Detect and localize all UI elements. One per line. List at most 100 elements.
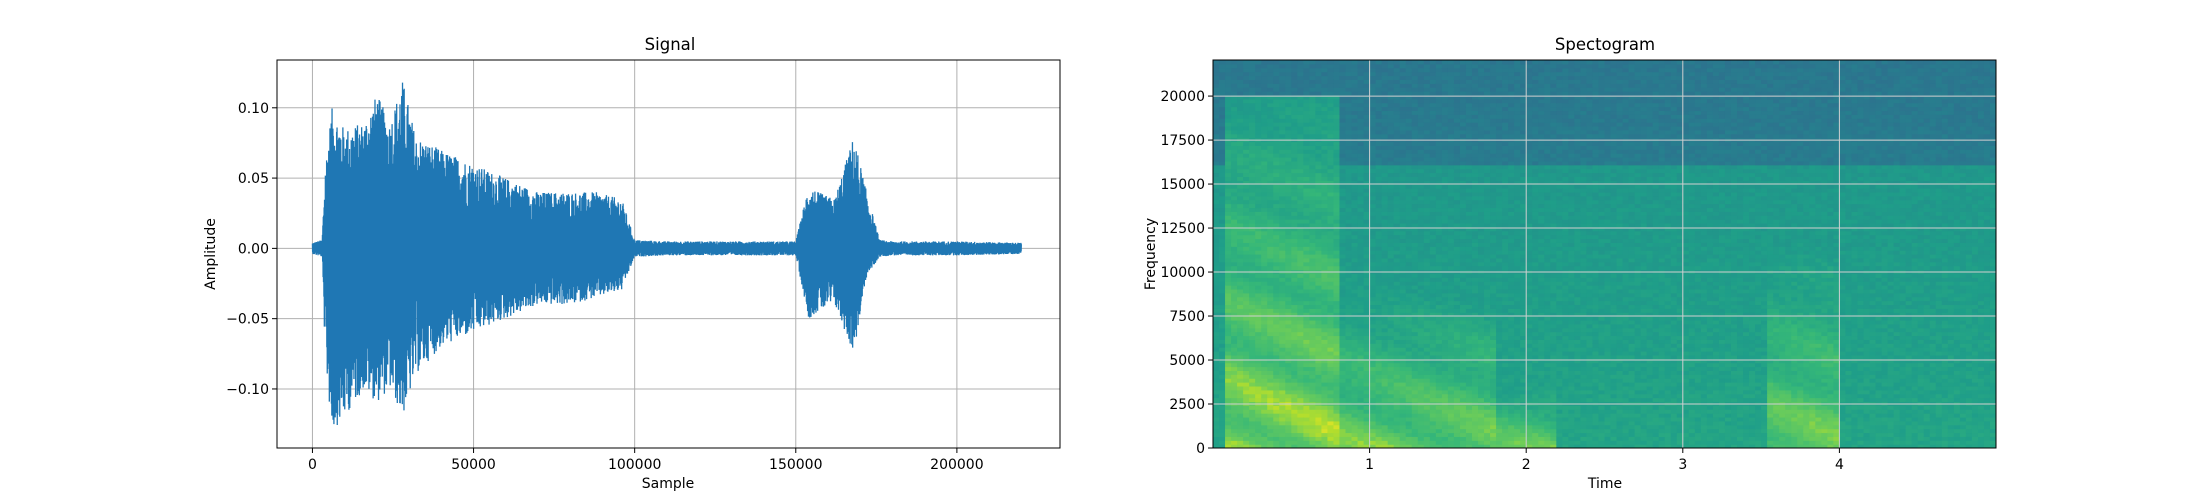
spectrogram-cell — [1484, 316, 1491, 321]
spectrogram-cell — [1399, 428, 1407, 434]
spectrogram-cell — [1496, 370, 1503, 375]
spectrogram-cell — [1411, 75, 1419, 80]
spectrogram-cell — [1249, 114, 1256, 119]
spectrogram-cell — [1315, 370, 1323, 375]
spectrogram-cell — [1303, 277, 1310, 282]
spectrogram-cell — [1297, 172, 1304, 177]
spectrogram-cell — [1429, 351, 1437, 356]
spectrogram-cell — [1219, 114, 1226, 119]
spectrogram-cell — [1375, 157, 1383, 162]
spectrogram-cell — [1291, 246, 1298, 251]
spectrogram-cell — [1459, 238, 1467, 243]
spectrogram-cell — [1291, 230, 1298, 236]
spectrogram-cell — [1315, 273, 1323, 278]
signal-y-axis: 0.100.050.00−0.05−0.10 — [226, 101, 277, 398]
spectrogram-cell — [1261, 219, 1268, 224]
spectrogram-cell — [1213, 87, 1220, 92]
spectrogram-cell — [1363, 343, 1371, 348]
spectrogram-cell — [1243, 168, 1250, 174]
spectrogram-cell — [1453, 323, 1461, 329]
spectrogram-cell — [1237, 215, 1244, 220]
spectrogram-cell — [1387, 246, 1395, 251]
spectrogram-cell — [1327, 71, 1335, 77]
spectrogram-cell — [1327, 420, 1335, 426]
spectrogram-cell — [1423, 370, 1431, 375]
spectrogram-cell — [1345, 304, 1353, 309]
spectrogram-cell — [1267, 343, 1274, 348]
spectrogram-cell — [1321, 319, 1329, 325]
spectrogram-cell — [1345, 358, 1353, 364]
spectrogram-cell — [1327, 358, 1335, 364]
spectrogram-cell — [1399, 149, 1407, 154]
spectrogram-cell — [1405, 378, 1413, 383]
spectrogram-cell — [1237, 273, 1244, 278]
spectrogram-cell — [1484, 106, 1491, 112]
spectrogram-cell — [1333, 91, 1341, 96]
spectrogram-cell — [1261, 141, 1268, 146]
spectrogram-cell — [1339, 385, 1347, 391]
spectrogram-cell — [1429, 106, 1437, 112]
spectrogram-cell — [1267, 413, 1274, 418]
spectrogram-cell — [1363, 444, 1371, 448]
spectrogram-cell — [1363, 63, 1371, 69]
spectrogram-cell — [1261, 257, 1268, 263]
spectrogram-cell — [1375, 114, 1383, 119]
spectrogram-cell — [1285, 172, 1292, 177]
spectrogram-cell — [1339, 436, 1347, 441]
spectrogram-cell — [1339, 343, 1347, 348]
spectrogram-cell — [1309, 319, 1316, 325]
spectrogram-cell — [1303, 343, 1310, 348]
spectrogram-cell — [1453, 292, 1461, 298]
spectrogram-cell — [1357, 164, 1365, 170]
spectrogram-cell — [1471, 327, 1479, 333]
spectrogram-cell — [1285, 188, 1292, 193]
spectrogram-cell — [1490, 432, 1497, 437]
spectrogram-cell — [1465, 416, 1473, 422]
spectrogram-cell — [1285, 335, 1292, 340]
spectrogram-cell — [1225, 339, 1232, 344]
spectrogram-cell — [1496, 215, 1503, 220]
spectrogram-cell — [1339, 106, 1347, 112]
spectrogram-cell — [1369, 238, 1377, 243]
spectrogram-cell — [1423, 172, 1431, 177]
spectrogram-cell — [1484, 366, 1491, 371]
spectrogram-cell — [1219, 195, 1226, 201]
spectrogram-cell — [1465, 300, 1473, 306]
spectrogram-cell — [1369, 83, 1377, 88]
spectrogram-cell — [1399, 157, 1407, 162]
spectrogram-cell — [1261, 319, 1268, 325]
spectrogram-cell — [1291, 440, 1298, 445]
spectrogram-cell — [1279, 312, 1286, 317]
spectrogram-cell — [1387, 110, 1395, 115]
spectrogram-cell — [1267, 319, 1274, 325]
spectrogram-cell — [1502, 246, 1509, 251]
spectrogram-cell — [1465, 230, 1473, 236]
spectrogram-cell — [1496, 91, 1503, 96]
spectrogram-cell — [1429, 118, 1437, 123]
spectrogram-cell — [1303, 323, 1310, 329]
spectrogram-cell — [1333, 397, 1341, 403]
spectrogram-cell — [1351, 261, 1359, 267]
spectrogram-cell — [1303, 370, 1310, 375]
spectrogram-cell — [1225, 351, 1232, 356]
spectrogram-cell — [1435, 176, 1443, 181]
signal-series — [311, 82, 1022, 425]
spectrogram-cell — [1291, 211, 1298, 216]
spectrogram-cell — [1267, 195, 1274, 201]
spectrogram-cell — [1478, 316, 1485, 321]
spectrogram-cell — [1484, 385, 1491, 391]
spectrogram-cell — [1375, 335, 1383, 340]
spectrogram-cell — [1484, 230, 1491, 236]
spectrogram-cell — [1405, 273, 1413, 278]
spectrogram-cell — [1309, 94, 1316, 100]
spectrogram-cell — [1321, 114, 1329, 119]
spectrogram-cell — [1267, 296, 1274, 302]
spectrogram-cell — [1484, 102, 1491, 108]
spectrogram-cell — [1393, 354, 1401, 360]
spectrogram-cell — [1231, 370, 1238, 375]
spectrogram-cell — [1369, 67, 1377, 73]
spectrogram-cell — [1345, 323, 1353, 329]
spectrogram-cell — [1387, 288, 1395, 294]
spectrogram-cell — [1435, 141, 1443, 146]
spectrogram-cell — [1303, 79, 1310, 84]
